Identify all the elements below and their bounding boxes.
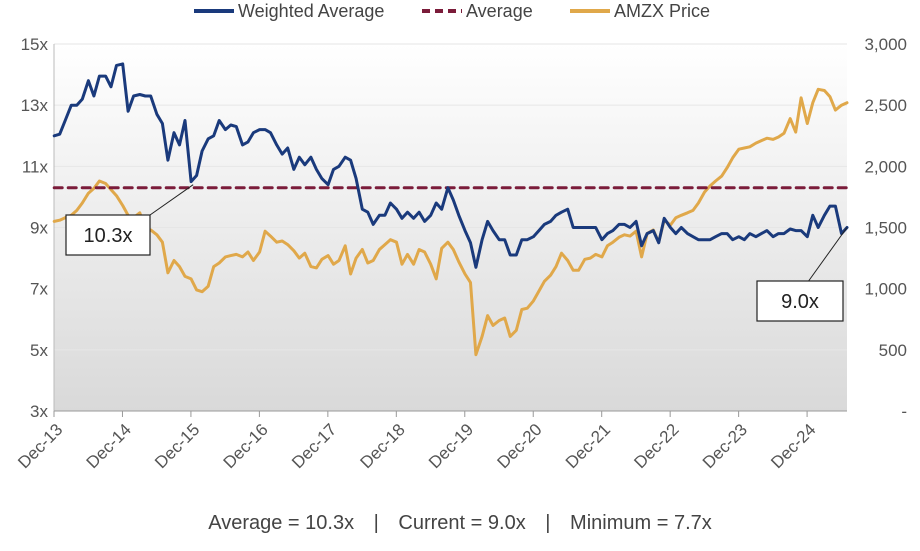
right-tick-label: 1,000	[864, 280, 907, 299]
x-axis: Dec-13 Dec-14 Dec-15 Dec-16 Dec-17 Dec-18 Dec-…	[14, 410, 847, 472]
x-tick-label: Dec-14	[83, 420, 135, 472]
callout-label: 9.0x	[781, 291, 819, 313]
summary-footer: Average = 10.3x | Current = 9.0x | Minim…	[0, 512, 920, 535]
left-tick-label: 9x	[30, 219, 48, 238]
left-axis: 3x 5x 7x 9x 11x 13x 15x	[21, 35, 847, 421]
x-tick-label: Dec-17	[288, 420, 340, 472]
left-tick-label: 13x	[21, 96, 49, 115]
left-tick-label: 3x	[30, 402, 48, 421]
x-tick-label: Dec-21	[562, 420, 614, 472]
right-tick-label: 3,000	[864, 35, 907, 54]
x-tick-label: Dec-22	[630, 420, 682, 472]
callout-leader	[808, 227, 848, 282]
legend-label: Average	[466, 1, 533, 21]
right-tick-label: -	[901, 402, 907, 421]
series-layer	[52, 62, 849, 357]
callout-layer: 10.3x 9.0x	[65, 184, 848, 322]
legend-label: Weighted Average	[238, 1, 384, 21]
legend: Weighted Average Average AMZX Price	[194, 1, 710, 21]
left-tick-label: 11x	[22, 157, 49, 176]
left-tick-label: 5x	[30, 341, 48, 360]
x-tick-label: Dec-19	[425, 420, 477, 472]
right-axis: - 500 1,000 1,500 2,000 2,500 3,000	[864, 35, 907, 421]
callout-box	[756, 280, 844, 322]
series-line-amzx-price	[52, 87, 849, 357]
left-tick-label: 15x	[21, 35, 49, 54]
x-tick-label: Dec-18	[357, 420, 409, 472]
right-tick-label: 2,000	[864, 157, 907, 176]
x-tick-label: Dec-13	[14, 420, 66, 472]
legend-label: AMZX Price	[614, 1, 710, 21]
x-tick-label: Dec-20	[493, 420, 545, 472]
x-tick-label: Dec-15	[151, 420, 203, 472]
left-tick-label: 7x	[30, 280, 48, 299]
series-line-weighted-average	[52, 62, 849, 269]
callout-label: 10.3x	[84, 225, 133, 247]
callout-box	[65, 214, 151, 256]
x-tick-label: Dec-23	[699, 420, 751, 472]
right-tick-label: 1,500	[864, 219, 907, 238]
summary-minimum: Minimum = 7.7x	[570, 512, 712, 534]
right-tick-label: 2,500	[864, 96, 907, 115]
callout-leader	[149, 184, 194, 216]
summary-average: Average = 10.3x	[208, 512, 355, 534]
right-tick-label: 500	[879, 341, 907, 360]
summary-separator: |	[545, 512, 551, 534]
summary-separator: |	[373, 512, 379, 534]
x-tick-label: Dec-16	[220, 420, 272, 472]
summary-current: Current = 9.0x	[398, 512, 526, 534]
x-tick-label: Dec-24	[767, 420, 819, 472]
